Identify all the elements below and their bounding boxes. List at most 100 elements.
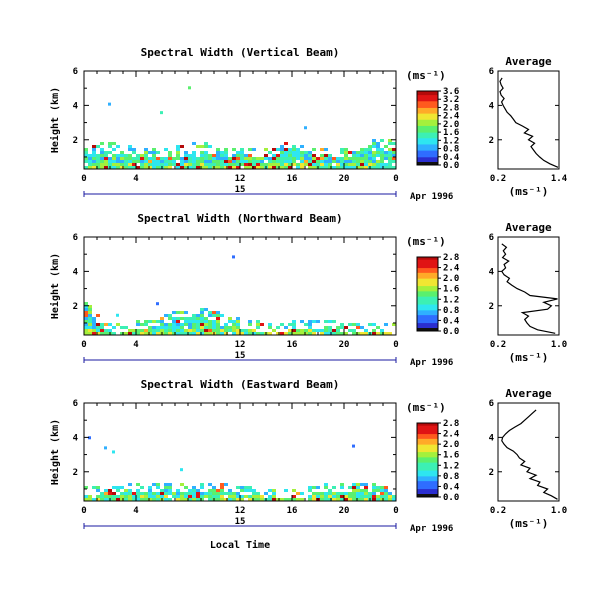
colorbar-swatch: [417, 301, 438, 306]
profile-line: [501, 409, 558, 500]
heatmap-cell: [180, 160, 184, 163]
heatmap-cell: [208, 489, 212, 492]
colorbar-swatch: [417, 152, 438, 156]
heatmap-cell: [272, 163, 276, 166]
heatmap-cell: [324, 495, 328, 498]
heatmap-cell: [212, 314, 216, 317]
heatmap-cell: [308, 498, 312, 501]
heatmap-cell: [132, 163, 136, 166]
heatmap-cell: [272, 498, 276, 501]
heatmap-cell: [100, 154, 104, 157]
heatmap-cell: [380, 157, 384, 160]
heatmap-cell: [200, 166, 204, 169]
heatmap-cell: [96, 486, 100, 489]
heatmap-cell: [204, 308, 208, 311]
heatmap-cell: [136, 160, 140, 163]
heatmap-cell: [344, 157, 348, 160]
heatmap-cell: [112, 326, 116, 329]
colorbar-tick-label: 2.8: [443, 419, 459, 429]
heatmap-cell: [176, 489, 180, 492]
heatmap-cell: [152, 492, 156, 495]
heatmap-cell: [216, 151, 220, 154]
heatmap-cell: [232, 163, 236, 166]
heatmap-cell: [336, 326, 340, 329]
heatmap-cell: [132, 329, 136, 332]
colorbar-tick-label: 2.0: [443, 274, 459, 284]
heatmap-cell: [188, 498, 192, 501]
heatmap-cell: [348, 160, 352, 163]
heatmap-cell: [168, 154, 172, 157]
heatmap-cell: [324, 154, 328, 157]
heatmap-cell: [280, 163, 284, 166]
heatmap-cell: [192, 142, 196, 145]
heatmap-cell: [112, 163, 116, 166]
heatmap-cell: [180, 323, 184, 326]
heatmap-cell: [268, 166, 272, 169]
heatmap-cell: [356, 498, 360, 501]
heatmap-cell: [264, 492, 268, 495]
heatmap-cell: [208, 323, 212, 326]
profile-y-tick-label: 4: [489, 433, 495, 443]
heatmap-cell: [148, 329, 152, 332]
heatmap-cell: [188, 320, 192, 323]
heatmap-cell: [212, 320, 216, 323]
heatmap-cell: [288, 154, 292, 157]
heatmap-cell: [356, 157, 360, 160]
heatmap-cell: [240, 157, 244, 160]
colorbar-tick-label: 2.4: [443, 264, 460, 274]
heatmap-cell: [248, 323, 252, 326]
heatmap-cell: [172, 495, 176, 498]
colorbar-swatch: [417, 320, 438, 324]
heatmap-cell: [316, 160, 320, 163]
heatmap-cell: [140, 166, 144, 169]
colorbar-tick-label: 1.2: [443, 461, 459, 471]
heatmap-cell: [244, 495, 248, 498]
heatmap-cell: [328, 160, 332, 163]
heatmap-cell: [352, 163, 356, 166]
heatmap-cell: [92, 332, 96, 335]
colorbar-tick-label: 2.0: [443, 120, 459, 130]
profile-x-tick-label: 0.2: [490, 506, 506, 516]
heatmap-cell: [276, 157, 280, 160]
heatmap-cell: [268, 160, 272, 163]
heatmap-cell: [128, 166, 132, 169]
heatmap-cell: [176, 311, 180, 314]
heatmap-cell: [296, 166, 300, 169]
heatmap-cell: [204, 329, 208, 332]
heatmap-cell: [96, 157, 100, 160]
colorbar-swatch: [417, 280, 438, 284]
heatmap-cell: [152, 329, 156, 332]
heatmap-cell: [352, 332, 356, 335]
heatmap-cell: [156, 151, 160, 154]
heatmap-cell: [84, 323, 88, 326]
heatmap-cell: [272, 495, 276, 498]
heatmap-cell: [100, 166, 104, 169]
colorbar-tick-label: 3.2: [443, 95, 459, 105]
heatmap-cell: [120, 151, 124, 154]
heatmap-cell: [240, 332, 244, 335]
heatmap-cell: [284, 498, 288, 501]
heatmap-cell: [376, 489, 380, 492]
heatmap-cell: [168, 157, 172, 160]
colorbar-swatch: [417, 478, 438, 482]
x-tick-label: 0: [81, 174, 86, 184]
heatmap-cell: [124, 492, 128, 495]
heatmap-cell: [184, 320, 188, 323]
heatmap-cell: [252, 160, 256, 163]
heatmap-cell: [116, 157, 120, 160]
heatmap-cell: [132, 332, 136, 335]
heatmap-cell: [388, 160, 392, 163]
heatmap-cell: [312, 495, 316, 498]
heatmap-cell: [168, 332, 172, 335]
heatmap-cell: [324, 332, 328, 335]
heatmap-cell: [388, 154, 392, 157]
heatmap-cell: [120, 160, 124, 163]
heatmap-cell: [292, 323, 296, 326]
heatmap-cell: [100, 163, 104, 166]
heatmap-cell: [100, 495, 104, 498]
colorbar-tick-label: 0.4: [443, 482, 460, 492]
heatmap-cell: [216, 323, 220, 326]
colorbar-swatch: [417, 259, 438, 263]
heatmap-cell: [392, 160, 396, 163]
heatmap-cell: [92, 154, 96, 157]
